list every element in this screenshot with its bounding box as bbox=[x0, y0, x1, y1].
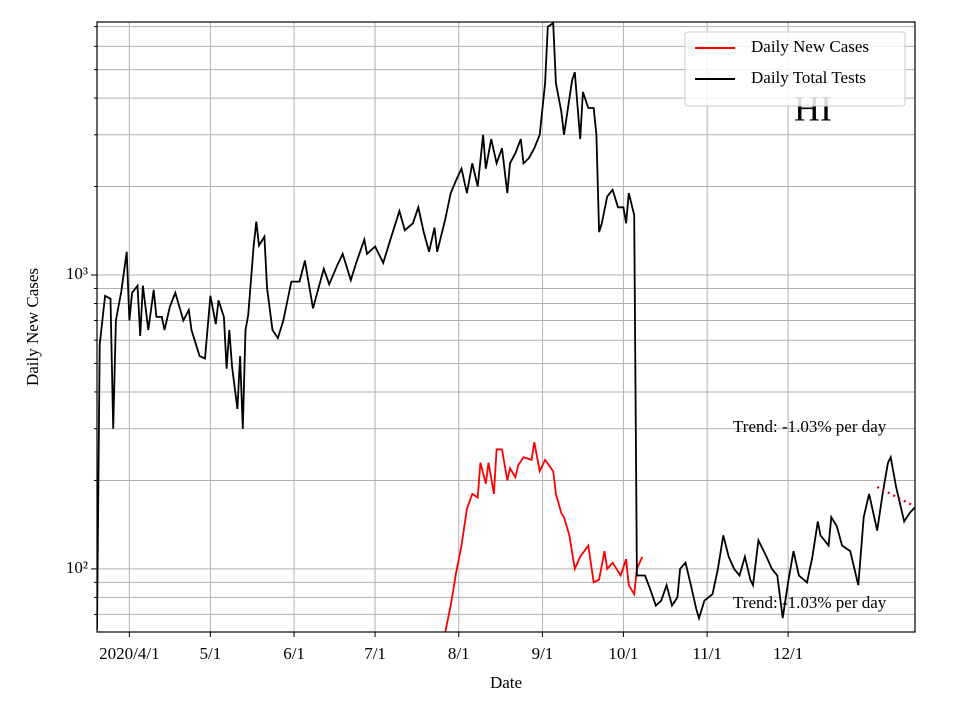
legend: Daily New Cases Daily Total Tests bbox=[684, 31, 906, 107]
x-tick-label: 5/1 bbox=[200, 644, 222, 663]
y-tick-label: 10² bbox=[66, 558, 88, 577]
x-tick-label: 6/1 bbox=[283, 644, 305, 663]
plot-frame bbox=[96, 21, 916, 633]
x-tick-label: 8/1 bbox=[448, 644, 470, 663]
x-tick-label: 2020/4/1 bbox=[99, 644, 159, 663]
x-axis-label: Date bbox=[490, 673, 522, 692]
series-line bbox=[97, 22, 915, 630]
x-tick-label: 10/1 bbox=[608, 644, 638, 663]
trend-line bbox=[876, 486, 915, 508]
annotation: Trend: -1.03% per day bbox=[733, 593, 887, 612]
series-line bbox=[444, 441, 644, 632]
x-tick-label: 11/1 bbox=[692, 644, 722, 663]
x-tick-label: 7/1 bbox=[364, 644, 386, 663]
legend-box bbox=[684, 31, 906, 107]
x-tick-label: 9/1 bbox=[532, 644, 554, 663]
legend-label: Daily New Cases bbox=[751, 37, 869, 56]
annotation: Trend: -1.03% per day bbox=[733, 417, 887, 436]
y-axis-label: Daily New Cases bbox=[23, 268, 42, 386]
plot-lines bbox=[97, 22, 915, 632]
legend-label: Daily Total Tests bbox=[751, 68, 866, 87]
y-tick-label: 10³ bbox=[66, 264, 88, 283]
x-tick-label: 12/1 bbox=[773, 644, 803, 663]
